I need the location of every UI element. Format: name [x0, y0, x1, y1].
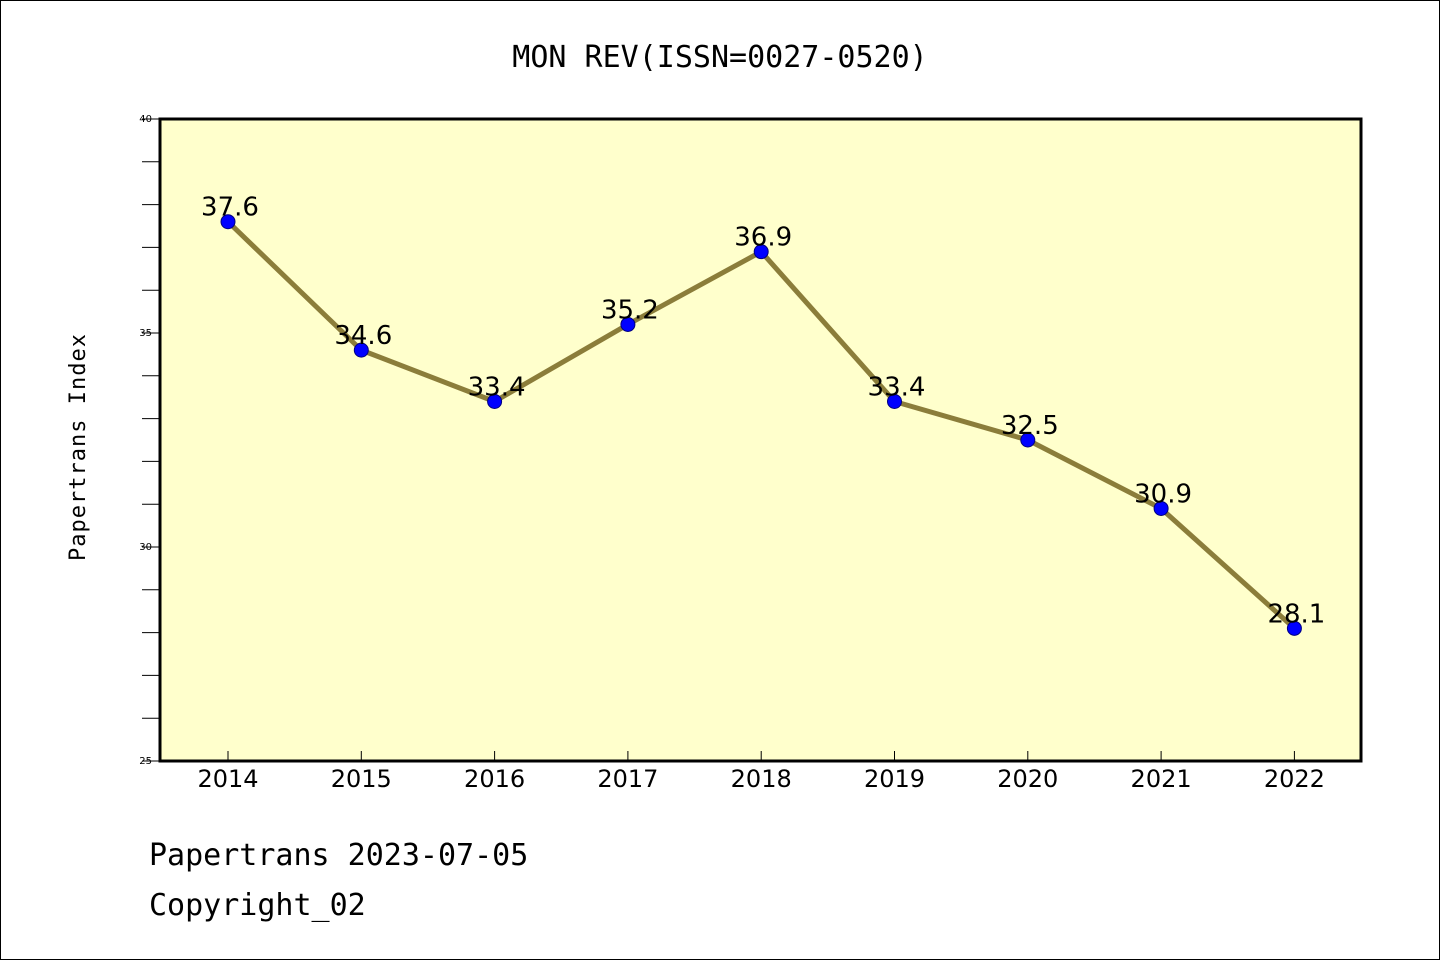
data-labels: 37.6 34.6 33.4 35.2 36.9 33.4 32.5 30.9 28.1 — [201, 193, 1325, 630]
data-markers — [220, 214, 1302, 636]
data-point-marker — [1286, 620, 1302, 636]
data-point-label: 30.9 — [1134, 479, 1192, 509]
data-point-label: 32.5 — [1001, 411, 1059, 441]
data-point-marker — [753, 244, 769, 260]
data-point-label: 34.6 — [334, 321, 392, 351]
plot-area — [158, 117, 1363, 763]
data-point-label: 37.6 — [201, 193, 259, 223]
y-tick-label: 35 — [139, 328, 152, 339]
x-tick-label: 2014 — [197, 765, 258, 793]
data-point-marker — [1020, 432, 1036, 448]
y-tick-label: 25 — [139, 756, 152, 767]
data-point-marker — [1153, 500, 1169, 516]
y-axis-label: Papertrans Index — [66, 333, 91, 561]
data-point-marker — [620, 316, 636, 332]
footer-date: Papertrans 2023-07-05 — [149, 838, 528, 873]
x-tick-label: 2016 — [464, 765, 525, 793]
data-point-label: 33.4 — [468, 372, 526, 402]
x-tick-label: 2021 — [1131, 765, 1192, 793]
data-point-marker — [220, 214, 236, 230]
data-point-label: 35.2 — [601, 295, 659, 325]
y-tick-label: 40 — [139, 114, 152, 125]
data-point-label: 36.9 — [734, 223, 792, 253]
x-tick-label: 2020 — [997, 765, 1058, 793]
data-point-marker — [487, 393, 503, 409]
x-tick-label: 2015 — [331, 765, 392, 793]
data-point-marker — [887, 393, 902, 409]
data-point-label: 28.1 — [1267, 599, 1325, 629]
chart-title: MON REV(ISSN=0027-0520) — [512, 40, 927, 75]
y-tick-label: 30 — [139, 542, 152, 553]
x-tick-label: 2018 — [731, 765, 792, 793]
x-tick-label: 2019 — [864, 765, 925, 793]
x-tick-label: 2017 — [597, 765, 658, 793]
y-axis: 25 30 35 40 — [139, 114, 160, 767]
data-point-label: 33.4 — [868, 372, 926, 402]
x-axis: 2014 2015 2016 2017 2018 2019 2020 2021 2022 — [197, 751, 1325, 793]
x-tick-label: 2022 — [1264, 765, 1325, 793]
data-point-marker — [353, 342, 369, 358]
footer-copyright: Copyright_02 — [149, 888, 366, 923]
